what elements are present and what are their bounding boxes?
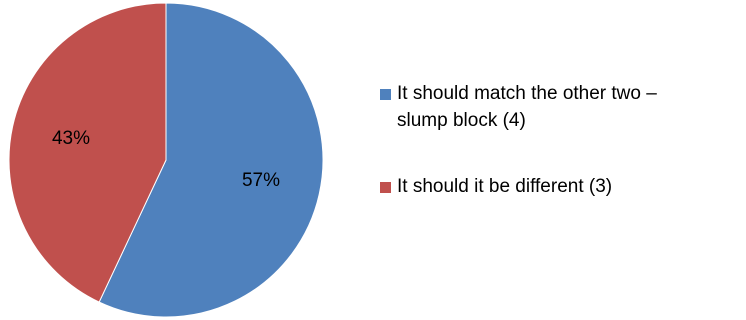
legend-item-different: It should it be different (3) (380, 173, 710, 200)
legend-label-different: It should it be different (3) (397, 176, 613, 197)
legend-swatch-match (380, 89, 391, 100)
legend-label-match: It should match the other two – slump bl… (397, 83, 657, 131)
pie-slice-match (98, 2, 324, 318)
legend-swatch-different (380, 182, 391, 193)
chart-legend: It should match the other two – slump bl… (380, 80, 710, 200)
legend-item-match: It should match the other two – slump bl… (380, 80, 710, 134)
pie-slices (8, 2, 324, 318)
data-label-different: 43% (52, 128, 90, 149)
pie-data-labels: 57% 43% (52, 128, 280, 191)
data-label-match: 57% (242, 170, 280, 191)
pie-slice-different (8, 2, 167, 303)
